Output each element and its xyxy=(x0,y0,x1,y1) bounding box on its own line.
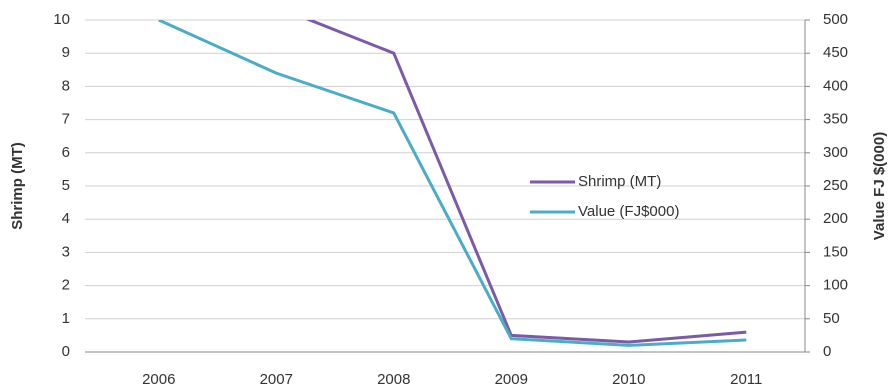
y-tick-label: 1 xyxy=(62,310,70,327)
y-tick-label: 4 xyxy=(62,210,70,227)
y-tick-label: 3 xyxy=(62,243,70,260)
x-tick-label: 2008 xyxy=(377,371,410,388)
y2-tick-label: 350 xyxy=(823,111,848,128)
y-axis-title: Shrimp (MT) xyxy=(9,142,26,230)
y2-tick-label: 500 xyxy=(823,11,848,28)
y2-axis-title: Value FJ $(000) xyxy=(871,132,888,240)
y2-tick-label: 250 xyxy=(823,177,848,194)
data-line xyxy=(158,20,747,347)
y-tick-label: 9 xyxy=(62,44,70,61)
plot-area xyxy=(158,20,747,347)
y-tick-label: 5 xyxy=(62,177,70,194)
legend-label: Value (FJ$000) xyxy=(578,203,679,220)
y-tick-label: 8 xyxy=(62,77,70,94)
x-tick-label: 2009 xyxy=(495,371,528,388)
x-tick-label: 2010 xyxy=(612,371,645,388)
x-tick-label: 2007 xyxy=(260,371,293,388)
x-tick-label: 2011 xyxy=(730,371,762,388)
legend-label: Shrimp (MT) xyxy=(578,173,661,190)
y2-tick-label: 100 xyxy=(823,277,848,294)
y2-tick-label: 0 xyxy=(823,343,831,360)
y2-tick-label: 450 xyxy=(823,44,848,61)
y2-tick-label: 150 xyxy=(823,243,848,260)
y2-tick-label: 400 xyxy=(823,77,848,94)
y-tick-label: 10 xyxy=(53,11,70,28)
y2-tick-label: 200 xyxy=(823,210,848,227)
y-tick-label: 7 xyxy=(62,111,70,128)
data-line xyxy=(305,20,747,344)
y-tick-label: 2 xyxy=(62,277,70,294)
y-tick-label: 0 xyxy=(62,343,70,360)
x-tick-label: 2006 xyxy=(142,371,175,388)
y2-tick-label: 50 xyxy=(823,310,840,327)
y-tick-label: 6 xyxy=(62,144,70,161)
y2-tick-label: 300 xyxy=(823,144,848,161)
